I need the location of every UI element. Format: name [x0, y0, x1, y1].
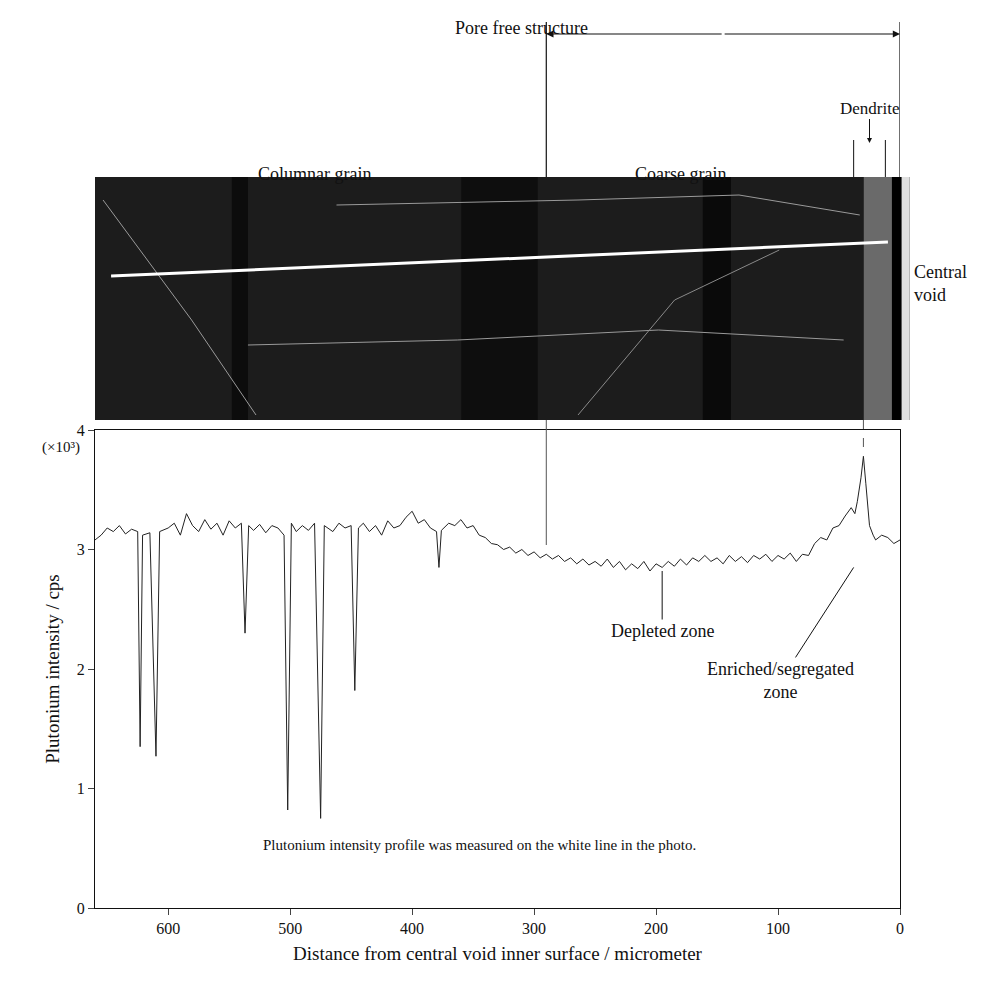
svg-text:Plutonium intensity / cps: Plutonium intensity / cps: [42, 574, 63, 763]
svg-text:400: 400: [400, 920, 424, 937]
svg-text:100: 100: [766, 920, 790, 937]
svg-text:0: 0: [896, 920, 904, 937]
svg-text:300: 300: [522, 920, 546, 937]
svg-text:Depleted zone: Depleted zone: [611, 621, 714, 641]
svg-text:600: 600: [156, 920, 180, 937]
svg-text:Plutonium intensity profile wa: Plutonium intensity profile was measured…: [263, 837, 696, 853]
svg-text:Columnar grain: Columnar grain: [258, 164, 371, 184]
svg-text:Enriched/segregatedzone: Enriched/segregatedzone: [707, 659, 854, 702]
svg-text:2: 2: [77, 661, 85, 678]
svg-text:Centralvoid: Centralvoid: [914, 262, 967, 305]
svg-text:Pore free structure: Pore free structure: [455, 18, 588, 38]
svg-text:4: 4: [77, 422, 85, 439]
svg-text:0: 0: [77, 900, 85, 917]
svg-text:200: 200: [644, 920, 668, 937]
svg-text:500: 500: [278, 920, 302, 937]
svg-text:(×10³): (×10³): [42, 439, 80, 456]
svg-text:Coarse grain: Coarse grain: [635, 164, 726, 184]
svg-text:Distance from central void inn: Distance from central void inner surface…: [293, 943, 703, 964]
svg-text:3: 3: [77, 541, 85, 558]
svg-text:Dendrite: Dendrite: [840, 99, 899, 118]
svg-text:1: 1: [77, 780, 85, 797]
